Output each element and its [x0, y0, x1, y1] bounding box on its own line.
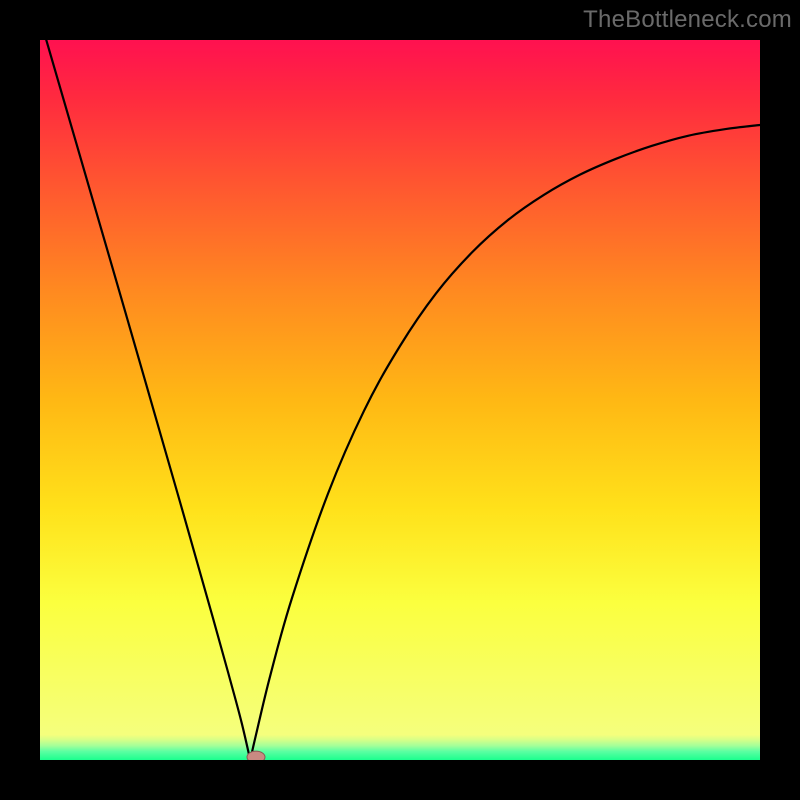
- plot-background: [40, 40, 760, 760]
- chart-container: TheBottleneck.com: [0, 0, 800, 800]
- watermark-text: TheBottleneck.com: [583, 6, 792, 34]
- plot-area: [40, 40, 760, 760]
- minimum-marker: [247, 751, 265, 760]
- plot-svg: [40, 40, 760, 760]
